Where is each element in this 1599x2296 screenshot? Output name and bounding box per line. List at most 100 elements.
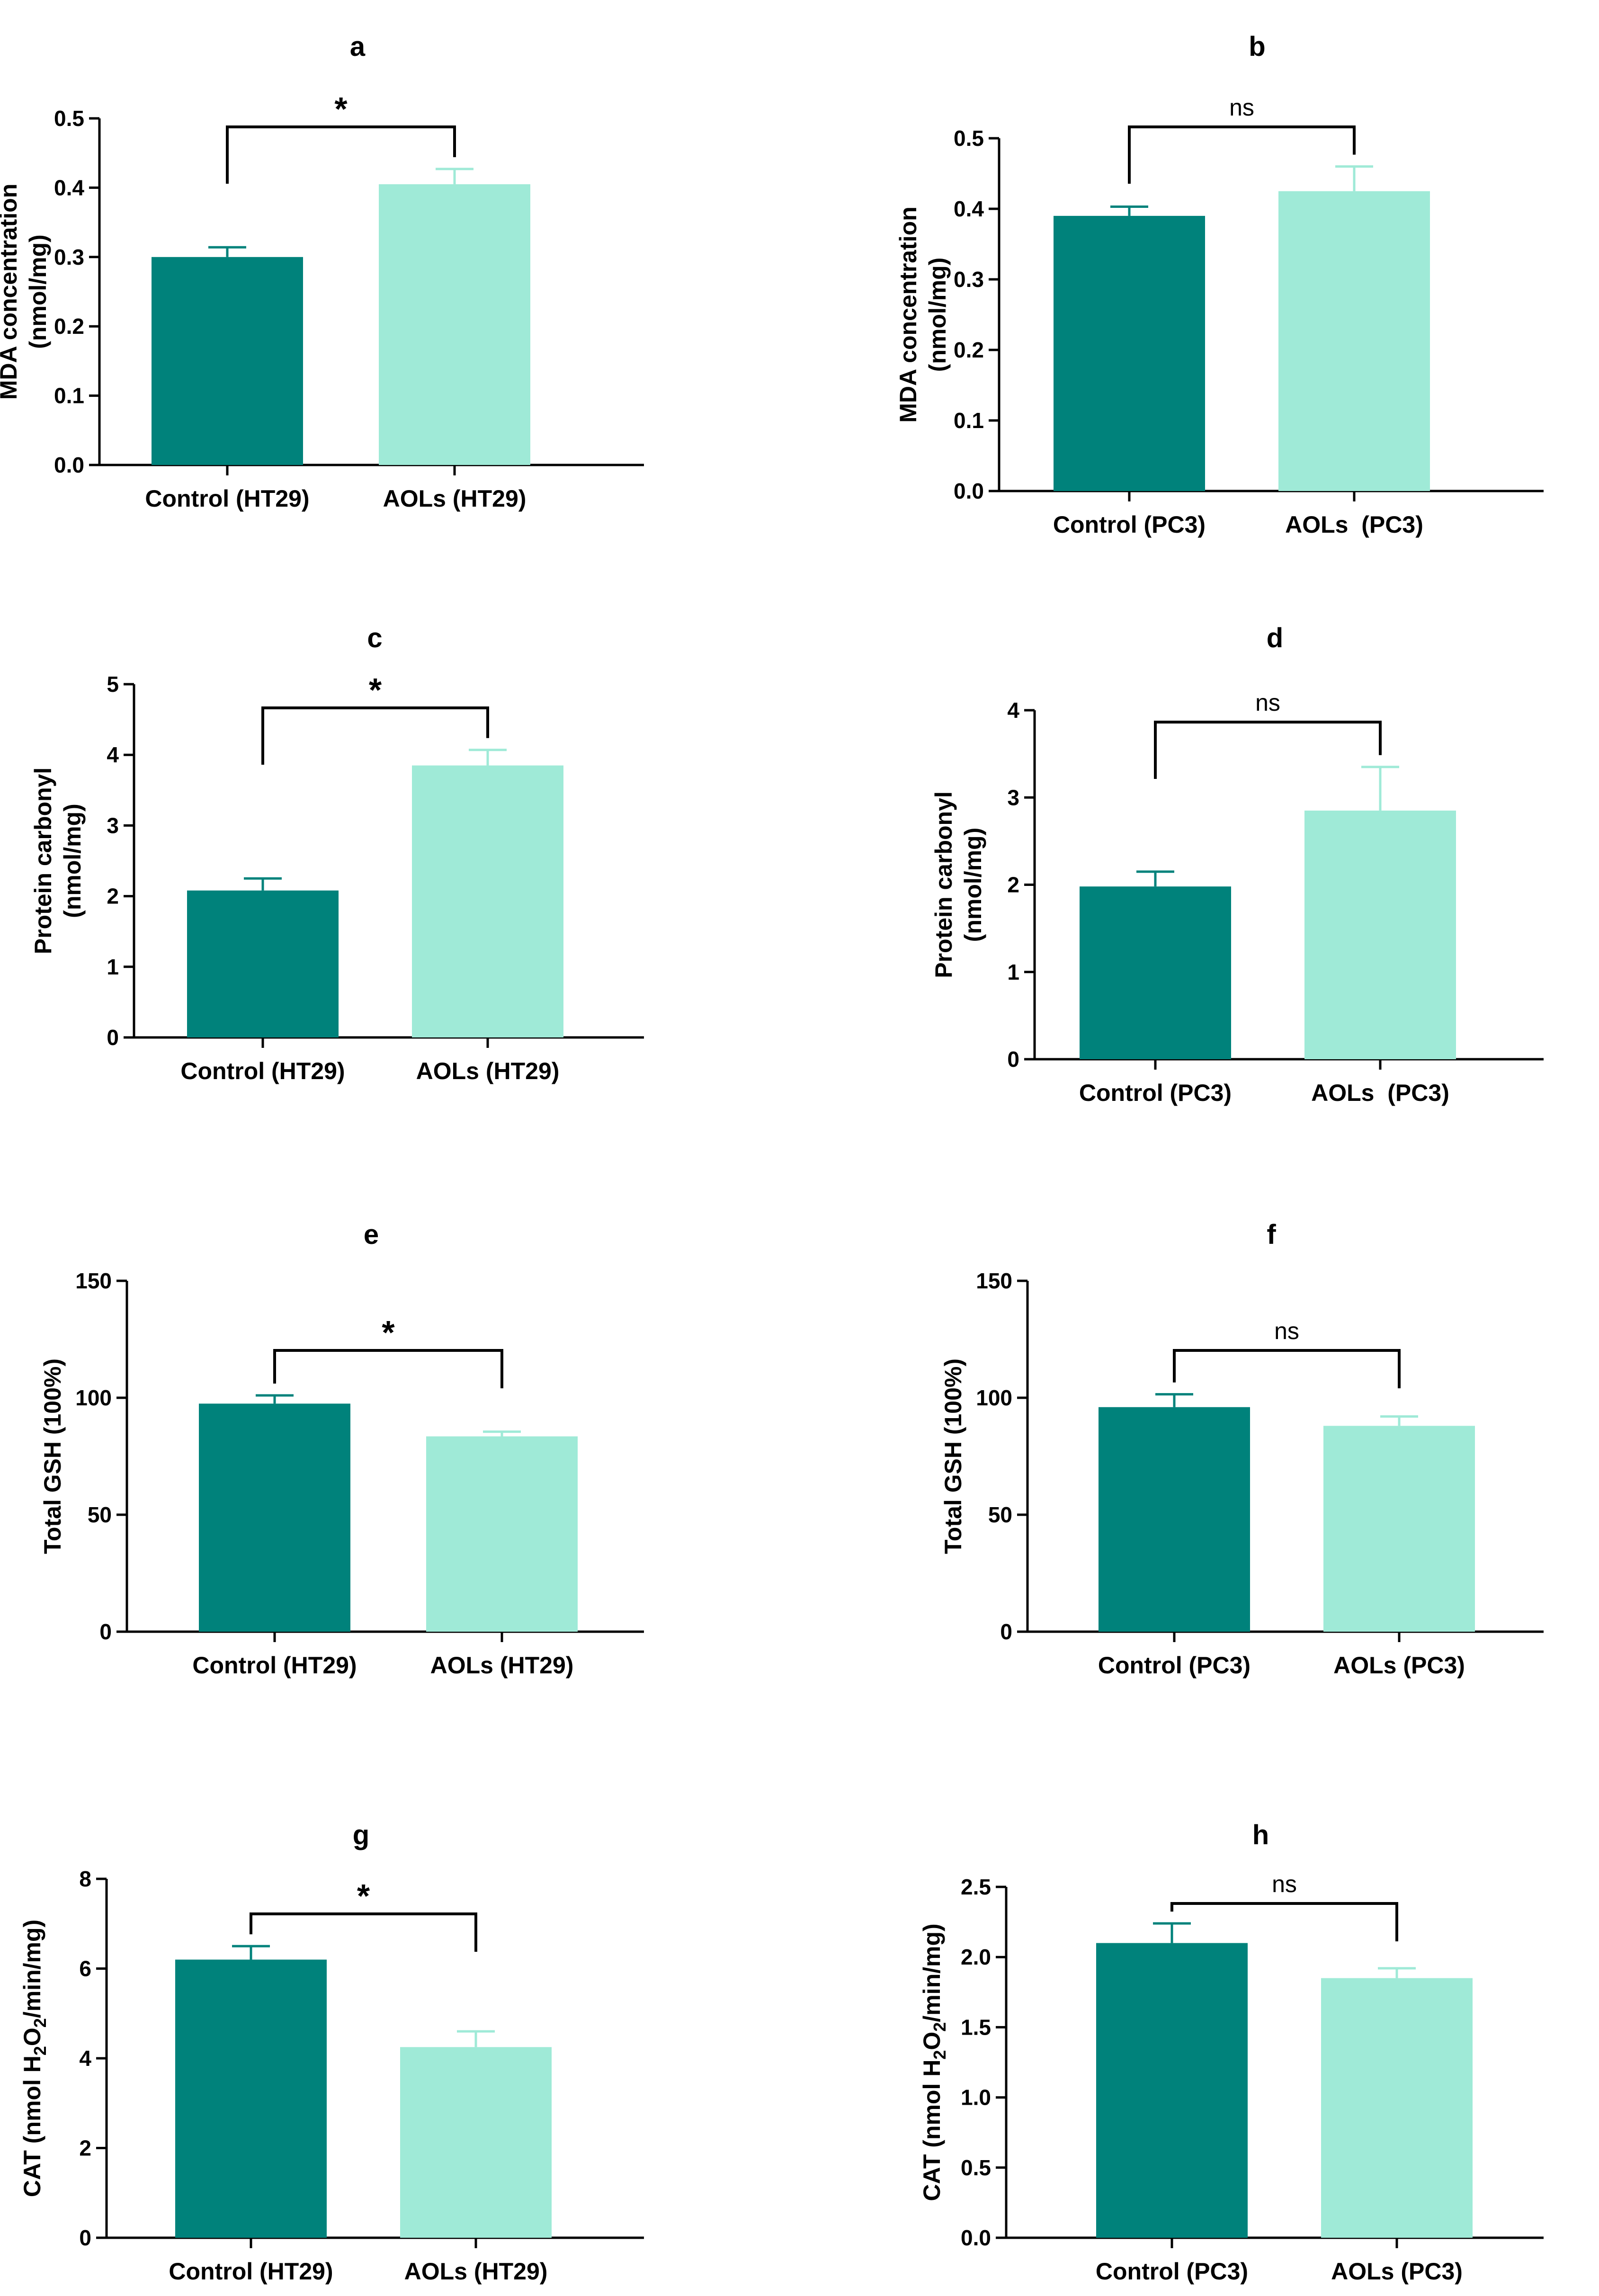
y-tick-label: 2 xyxy=(107,884,119,909)
chart-panel-b: b 0.0 0.1 0.2 0.3 0.4 0.5 MDA concentration (nmo… xyxy=(895,31,1544,538)
y-tick-label: 4 xyxy=(107,742,119,767)
significance-label: * xyxy=(334,90,348,127)
bar-aols xyxy=(1323,1426,1475,1632)
y-tick-label: 1.5 xyxy=(961,2015,991,2039)
y-tick-label: 50 xyxy=(88,1502,112,1527)
x-category-label: Control (PC3) xyxy=(1053,511,1206,538)
x-category-label: AOLs (HT29) xyxy=(383,485,527,512)
panel-label: g xyxy=(353,1820,369,1850)
y-axis-title: MDA concentration (nmol/mg) xyxy=(0,184,51,400)
bar-control xyxy=(199,1403,350,1632)
chart-panel-e: e 0 50 100 150 Total GSH (100%) Control (HT29)… xyxy=(39,1219,644,1679)
y-tick-label: 50 xyxy=(988,1502,1012,1527)
x-category-label: AOLs (HT29) xyxy=(430,1652,574,1679)
y-tick-label: 0.4 xyxy=(954,197,984,221)
x-category-label: AOLs (PC3) xyxy=(1331,2258,1463,2285)
significance-label: ns xyxy=(1274,1318,1299,1344)
y-tick-label: 2.5 xyxy=(961,1875,991,1899)
significance-bracket xyxy=(1170,1902,1398,1941)
y-tick-label: 4 xyxy=(1007,698,1019,723)
significance-label: * xyxy=(382,1314,395,1351)
significance-label: * xyxy=(369,671,382,708)
chart-panel-a: a 0.0 0.1 0.2 0.3 0.4 0.5 MDA concentration (nmo… xyxy=(0,31,644,512)
bar-control xyxy=(1054,215,1205,491)
x-category-label: AOLs (PC3) xyxy=(1333,1652,1465,1679)
x-category-label: Control (HT29) xyxy=(169,2258,333,2285)
x-category-label: Control (HT29) xyxy=(145,485,309,512)
significance-bracket xyxy=(273,1349,503,1388)
bar-aols xyxy=(379,184,530,465)
y-tick-label: 0.4 xyxy=(54,175,84,200)
bar-control xyxy=(187,890,339,1037)
bar-control xyxy=(1080,886,1231,1059)
significance-bracket xyxy=(1173,1349,1401,1388)
y-tick-label: 0 xyxy=(79,2225,91,2250)
bar-aols xyxy=(1278,191,1430,491)
significance-label: * xyxy=(357,1877,370,1914)
y-tick-label: 0.1 xyxy=(954,408,984,433)
panel-label: e xyxy=(364,1219,379,1250)
y-tick-label: 0.5 xyxy=(954,126,984,151)
x-category-label: Control (HT29) xyxy=(192,1652,357,1679)
y-tick-label: 1 xyxy=(107,955,119,979)
chart-panel-h: h 0.0 0.5 1.0 1.5 2.0 2.5 CAT (nmol H2O2/min/mg… xyxy=(919,1820,1544,2285)
bar-aols xyxy=(412,765,563,1037)
bar-aols xyxy=(400,2047,552,2238)
x-category-label: Control (PC3) xyxy=(1096,2258,1248,2285)
significance-bracket xyxy=(1128,125,1356,184)
y-tick-label: 0.5 xyxy=(54,106,84,131)
y-tick-label: 1.0 xyxy=(961,2085,991,2110)
chart-panel-c: c 0 1 2 3 4 5 Protein carbonyl (nmol/mg) Control … xyxy=(30,623,644,1084)
x-category-label: Control (PC3) xyxy=(1079,1080,1232,1106)
significance-bracket xyxy=(250,1912,477,1952)
bar-aols xyxy=(1321,1978,1473,2238)
y-tick-label: 150 xyxy=(75,1269,112,1293)
y-tick-label: 3 xyxy=(1007,785,1019,810)
significance-bracket xyxy=(226,125,456,184)
significance-label: ns xyxy=(1255,689,1280,716)
bar-aols xyxy=(1304,810,1456,1059)
y-axis-title: Protein carbonyl (nmol/mg) xyxy=(930,791,986,978)
y-tick-label: 0.2 xyxy=(954,338,984,362)
y-axis-title: Total GSH (100%) xyxy=(39,1358,66,1554)
panel-label: c xyxy=(367,623,382,653)
panel-label: f xyxy=(1267,1219,1276,1250)
y-tick-label: 0.0 xyxy=(54,453,84,477)
significance-label: ns xyxy=(1229,94,1254,121)
y-tick-label: 0.3 xyxy=(954,267,984,292)
y-tick-label: 2 xyxy=(79,2136,91,2161)
bar-control xyxy=(152,257,303,465)
y-tick-label: 0 xyxy=(1000,1619,1012,1644)
x-category-label: AOLs (HT29) xyxy=(404,2258,548,2285)
x-category-label: AOLs (PC3) xyxy=(1311,1080,1449,1106)
chart-panel-d: d 0 1 2 3 4 Protein carbonyl (nmol/mg) Control (… xyxy=(930,623,1544,1106)
y-tick-label: 150 xyxy=(976,1269,1012,1293)
y-axis-title: Protein carbonyl (nmol/mg) xyxy=(30,768,86,955)
y-tick-label: 100 xyxy=(976,1385,1012,1410)
y-axis-title: CAT (nmol H2O2/min/mg) xyxy=(919,1923,949,2201)
y-tick-label: 0 xyxy=(107,1025,119,1050)
significance-bracket xyxy=(261,706,489,765)
panel-label: b xyxy=(1249,31,1265,62)
y-tick-label: 0.5 xyxy=(961,2155,991,2180)
y-tick-label: 6 xyxy=(79,1957,91,1981)
y-tick-label: 0 xyxy=(99,1619,112,1644)
x-category-label: Control (HT29) xyxy=(180,1058,345,1084)
panel-label: d xyxy=(1267,623,1283,653)
y-axis-title: MDA concentration (nmol/mg) xyxy=(895,206,951,423)
y-tick-label: 2 xyxy=(1007,873,1019,897)
x-category-label: AOLs (HT29) xyxy=(416,1058,560,1084)
x-category-label: Control (PC3) xyxy=(1098,1652,1251,1679)
panel-label: h xyxy=(1252,1820,1269,1850)
significance-bracket xyxy=(1154,721,1382,779)
y-axis-title: CAT (nmol H2O2/min/mg) xyxy=(19,1920,50,2197)
bar-control xyxy=(1096,1943,1248,2238)
chart-panel-g: g 0 2 4 6 8 CAT (nmol H2O2/min/mg) Control (HT2… xyxy=(19,1820,644,2285)
x-category-label: AOLs (PC3) xyxy=(1285,511,1423,538)
y-tick-label: 8 xyxy=(79,1867,91,1891)
y-tick-label: 1 xyxy=(1007,960,1019,984)
y-tick-label: 0 xyxy=(1007,1047,1019,1072)
y-tick-label: 0.3 xyxy=(54,245,84,269)
bar-control xyxy=(175,1959,327,2238)
